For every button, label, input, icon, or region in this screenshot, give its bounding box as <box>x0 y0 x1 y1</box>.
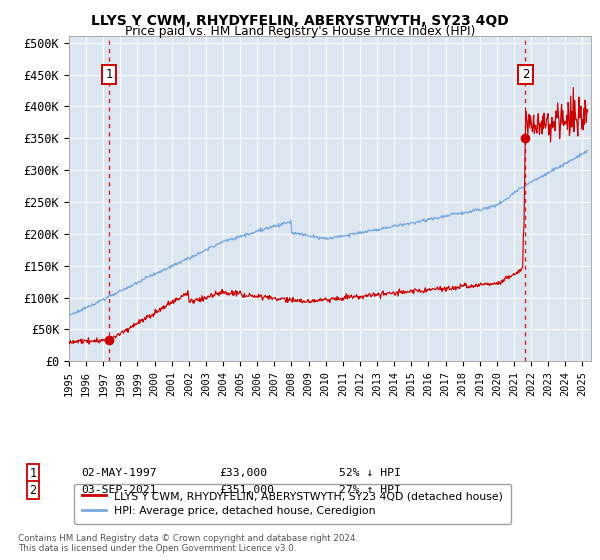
Text: LLYS Y CWM, RHYDYFELIN, ABERYSTWYTH, SY23 4QD: LLYS Y CWM, RHYDYFELIN, ABERYSTWYTH, SY2… <box>91 14 509 28</box>
Text: 2: 2 <box>29 483 37 497</box>
Text: 03-SEP-2021: 03-SEP-2021 <box>81 485 157 495</box>
Legend: LLYS Y CWM, RHYDYFELIN, ABERYSTWYTH, SY23 4QD (detached house), HPI: Average pri: LLYS Y CWM, RHYDYFELIN, ABERYSTWYTH, SY2… <box>74 483 511 524</box>
Text: 2: 2 <box>522 68 529 81</box>
Text: £33,000: £33,000 <box>219 468 267 478</box>
Text: £351,000: £351,000 <box>219 485 274 495</box>
Text: 1: 1 <box>29 466 37 480</box>
Text: 02-MAY-1997: 02-MAY-1997 <box>81 468 157 478</box>
Text: 52% ↓ HPI: 52% ↓ HPI <box>339 468 401 478</box>
Text: 27% ↑ HPI: 27% ↑ HPI <box>339 485 401 495</box>
Text: Contains HM Land Registry data © Crown copyright and database right 2024.
This d: Contains HM Land Registry data © Crown c… <box>18 534 358 553</box>
Text: 1: 1 <box>106 68 113 81</box>
Text: Price paid vs. HM Land Registry's House Price Index (HPI): Price paid vs. HM Land Registry's House … <box>125 25 475 38</box>
